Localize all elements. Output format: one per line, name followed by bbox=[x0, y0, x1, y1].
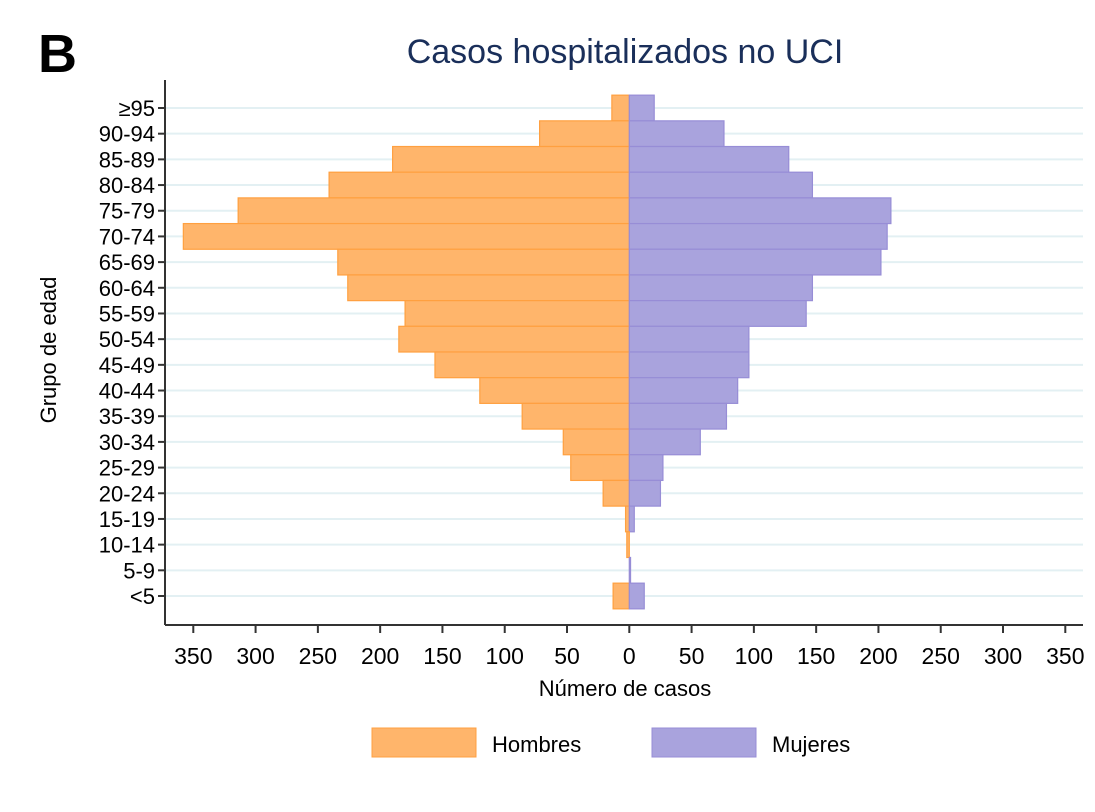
bar-mujeres bbox=[628, 145, 790, 173]
bar-mujeres bbox=[628, 248, 882, 276]
y-tick-label: 5-9 bbox=[123, 558, 155, 583]
bar-hombres bbox=[337, 248, 630, 276]
bar-hombres bbox=[237, 197, 630, 225]
x-tick-label: 350 bbox=[1046, 643, 1084, 669]
bar-hombres bbox=[434, 351, 630, 379]
bar-mujeres bbox=[628, 402, 728, 430]
x-tick-label: 0 bbox=[623, 643, 636, 669]
bar-hombres bbox=[479, 377, 630, 404]
x-tick-label: 250 bbox=[922, 643, 960, 669]
x-axis-label: Número de casos bbox=[539, 676, 711, 701]
y-axis-label: Grupo de edad bbox=[36, 277, 61, 424]
x-tick-label: 200 bbox=[859, 643, 897, 669]
bars bbox=[182, 94, 892, 610]
bar-mujeres bbox=[628, 556, 632, 584]
bar-mujeres bbox=[628, 120, 725, 148]
y-tick-label: 25-29 bbox=[99, 456, 155, 481]
y-tick-label: 60-64 bbox=[99, 276, 155, 301]
y-tick-label: 35-39 bbox=[99, 404, 155, 429]
legend: Hombres Mujeres bbox=[371, 727, 850, 758]
chart-title: Casos hospitalizados no UCI bbox=[407, 33, 844, 71]
legend-swatch-hombres bbox=[371, 727, 477, 758]
x-tick-label: 200 bbox=[361, 643, 399, 669]
bar-hombres bbox=[539, 120, 630, 148]
bar-mujeres bbox=[628, 454, 664, 482]
bar-mujeres bbox=[628, 222, 888, 250]
bar-hombres bbox=[612, 582, 630, 610]
bar-hombres bbox=[521, 402, 630, 430]
legend-label-hombres: Hombres bbox=[492, 732, 581, 757]
bar-mujeres bbox=[628, 377, 739, 404]
bar-mujeres bbox=[628, 325, 750, 353]
y-tick-label: 40-44 bbox=[99, 379, 155, 404]
bar-mujeres bbox=[628, 428, 701, 456]
legend-label-mujeres: Mujeres bbox=[772, 732, 850, 757]
y-tick-label: <5 bbox=[130, 584, 155, 609]
bar-hombres bbox=[562, 428, 630, 456]
y-tick-label: 45-49 bbox=[99, 353, 155, 378]
y-tick-label: 55-59 bbox=[99, 301, 155, 326]
bar-hombres bbox=[404, 300, 630, 327]
x-tick-label: 350 bbox=[174, 643, 212, 669]
bar-mujeres bbox=[628, 479, 662, 507]
bar-mujeres bbox=[628, 505, 635, 533]
y-tick-label: 10-14 bbox=[99, 533, 155, 558]
x-tick-label: 100 bbox=[486, 643, 524, 669]
bar-hombres bbox=[602, 479, 630, 507]
legend-swatch-mujeres bbox=[651, 727, 757, 758]
y-tick-label: 15-19 bbox=[99, 507, 155, 532]
y-tick-label: ≥95 bbox=[118, 96, 155, 121]
bar-hombres bbox=[398, 325, 630, 353]
bar-hombres bbox=[392, 145, 630, 173]
y-tick-label: 20-24 bbox=[99, 481, 155, 506]
bar-hombres bbox=[347, 274, 630, 302]
y-tick-label: 65-69 bbox=[99, 250, 155, 275]
x-tick-label: 150 bbox=[797, 643, 835, 669]
x-tick-label: 150 bbox=[423, 643, 461, 669]
y-tick-label: 50-54 bbox=[99, 327, 155, 352]
bar-mujeres bbox=[628, 171, 814, 199]
bar-hombres bbox=[570, 454, 630, 482]
bar-mujeres bbox=[628, 274, 814, 302]
y-tick-label: 30-34 bbox=[99, 430, 155, 455]
x-tick-label: 50 bbox=[679, 643, 705, 669]
bar-hombres bbox=[182, 222, 630, 250]
y-tick-label: 80-84 bbox=[99, 173, 155, 198]
axes: ≥9590-9485-8980-8475-7970-7465-6960-6455… bbox=[99, 80, 1084, 669]
x-tick-label: 100 bbox=[735, 643, 773, 669]
y-tick-label: 90-94 bbox=[99, 122, 155, 147]
bar-hombres bbox=[328, 171, 630, 199]
y-tick-label: 85-89 bbox=[99, 147, 155, 172]
bar-hombres bbox=[626, 531, 630, 559]
bar-mujeres bbox=[628, 351, 750, 379]
x-tick-label: 50 bbox=[554, 643, 580, 669]
x-tick-label: 250 bbox=[299, 643, 337, 669]
bar-mujeres bbox=[628, 197, 892, 225]
bar-hombres bbox=[611, 94, 630, 122]
bar-mujeres bbox=[628, 94, 655, 122]
panel-label: B bbox=[38, 24, 77, 84]
y-tick-label: 75-79 bbox=[99, 199, 155, 224]
bar-mujeres bbox=[628, 582, 645, 610]
x-tick-label: 300 bbox=[236, 643, 274, 669]
x-tick-label: 300 bbox=[984, 643, 1022, 669]
y-tick-label: 70-74 bbox=[99, 224, 155, 249]
bar-mujeres bbox=[628, 300, 807, 327]
